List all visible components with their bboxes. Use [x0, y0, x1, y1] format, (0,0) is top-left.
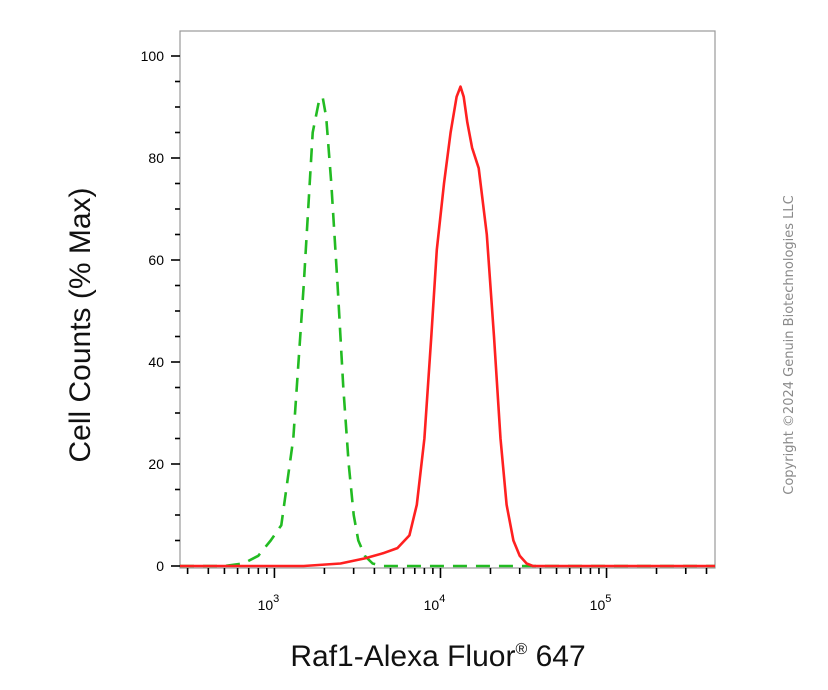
x-axis: 103 104 105	[186, 568, 708, 613]
y-tick-label: 0	[156, 558, 164, 574]
y-axis: 0 20 40 60 80 100	[141, 48, 180, 574]
x-axis-label: Raf1-Alexa Fluor® 647	[290, 640, 585, 673]
x-axis-label-suffix: 647	[527, 640, 585, 673]
x-axis-label-registered-mark: ®	[515, 641, 527, 658]
series-layer	[180, 85, 715, 568]
isotype-control-histogram	[180, 95, 715, 568]
x-tick-label: 103	[258, 593, 280, 613]
y-tick-label: 20	[148, 456, 164, 472]
raf1-histogram	[180, 85, 715, 568]
plot-area-frame	[179, 30, 716, 569]
y-tick-label: 80	[148, 150, 164, 166]
y-tick-label: 100	[141, 48, 165, 64]
y-tick-label: 60	[148, 252, 164, 268]
copyright-watermark: Copyright ©2024 Genuin Biotechnologies L…	[782, 195, 797, 494]
x-tick-label: 105	[590, 593, 612, 613]
y-tick-label: 40	[148, 354, 164, 370]
x-tick-label: 104	[424, 593, 446, 613]
y-axis-label: Cell Counts (% Max)	[64, 187, 97, 462]
x-axis-label-main: Raf1-Alexa Fluor	[290, 640, 515, 673]
